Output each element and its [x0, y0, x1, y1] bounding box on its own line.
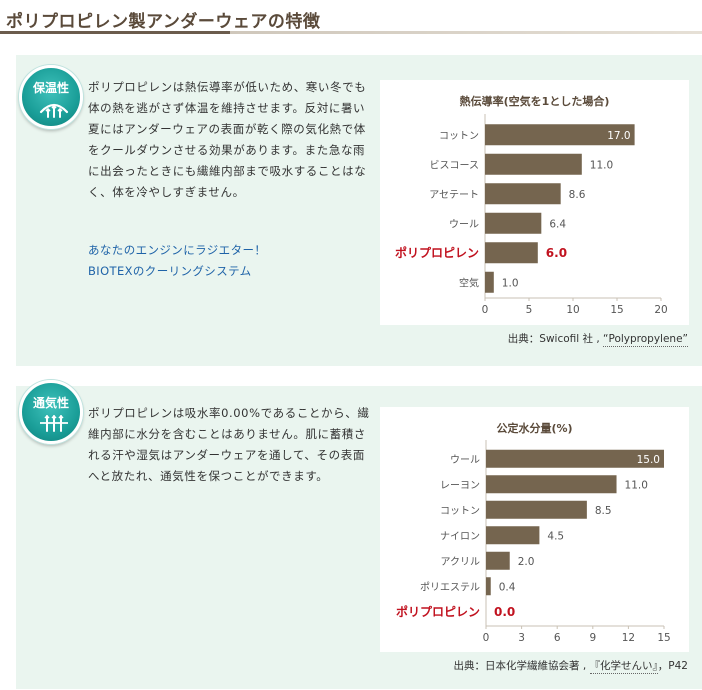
- category-label: ポリプロピレン: [396, 604, 480, 619]
- category-label: ポリプロピレン: [395, 245, 479, 260]
- value-label: 11.0: [590, 159, 613, 171]
- bar: [485, 212, 542, 234]
- category-label: ウール: [449, 218, 479, 230]
- radiator-link[interactable]: あなたのエンジンにラジエター！: [88, 243, 267, 257]
- section-breathability: 通気性 ポリプロピレンは吸水率0.00%であることから、繊維内部に水分を含むこと…: [16, 380, 702, 689]
- x-tick-label: 12: [622, 632, 635, 644]
- value-label: 6.0: [546, 246, 567, 260]
- thermal-conductivity-plot: コットン 17.0 ビスコース 11.0 アセテート 8.6 ウール 6.4 ポリプロピレン 6.…: [395, 114, 668, 316]
- bar: [486, 500, 587, 519]
- badge-label: 保温性: [32, 81, 69, 95]
- bar: [485, 242, 538, 264]
- source-prefix: 出典：日本化学繊維協会著 ,: [453, 660, 590, 672]
- moisture-regain-chart: 公定水分量(%) ウール 15.0 レーヨン 11.0 コットン 8.5 ナイロン 4.5 アク…: [380, 407, 689, 652]
- heat-retention-description: ポリプロピレンは熱伝導率が低いため、寒い冬でも体の熱を逃がさず体温を維持させます…: [88, 80, 367, 199]
- bar: [485, 124, 635, 146]
- value-label: 4.5: [547, 530, 564, 542]
- source-suffix: ，P42: [657, 660, 688, 672]
- value-label: 6.4: [549, 218, 566, 230]
- value-label: 11.0: [625, 479, 648, 491]
- biotex-cooling-link[interactable]: BIOTEXのクーリングシステム: [88, 264, 252, 278]
- category-label: 空気: [459, 276, 479, 289]
- value-label: 15.0: [637, 454, 660, 466]
- moisture-regain-plot: ウール 15.0 レーヨン 11.0 コットン 8.5 ナイロン 4.5 アクリル 2.0 ポリエス…: [396, 440, 671, 644]
- bar: [485, 153, 582, 175]
- source-prefix: 出典：Swicofil 社 ,: [507, 333, 604, 345]
- breathability-description: ポリプロピレンは吸水率0.00%であることから、繊維内部に水分を含むことはありま…: [88, 406, 370, 483]
- radiator-links: あなたのエンジンにラジエター！ BIOTEXのクーリングシステム: [88, 240, 348, 282]
- chart-source: 出典：日本化学繊維協会著 , 『化学せんい』，P42: [453, 658, 688, 674]
- bar: [486, 475, 617, 494]
- category-label: コットン: [440, 506, 480, 517]
- x-tick-label: 15: [657, 632, 670, 644]
- bar: [485, 183, 561, 205]
- value-label: 2.0: [518, 556, 535, 568]
- page-title: ポリプロピレン製アンダーウェアの特徴: [6, 12, 321, 32]
- section-heat-retention: 保温性 ポリプロピレンは熱伝導率が低いため、寒い冬でも体の熱を逃がさず体温を維持…: [16, 55, 702, 366]
- bar: [485, 271, 494, 293]
- x-tick-label: 3: [518, 632, 525, 644]
- value-label: 17.0: [607, 130, 630, 142]
- x-tick-label: 0: [483, 632, 490, 644]
- chart-source: 出典：Swicofil 社 , “Polypropylene”: [507, 331, 688, 347]
- source-publication: 『化学せんい』: [589, 660, 658, 674]
- x-tick-label: 15: [610, 304, 623, 316]
- bar: [486, 449, 664, 468]
- bar: [486, 526, 540, 545]
- badge-label: 通気性: [32, 396, 69, 410]
- category-label: ポリエステル: [420, 581, 480, 593]
- value-label: 0.4: [499, 581, 516, 593]
- source-publication: “Polypropylene”: [603, 333, 688, 347]
- category-label: アセテート: [429, 189, 479, 201]
- x-tick-label: 10: [566, 304, 579, 316]
- chart-title: 熱伝導率(空気を1とした場合): [459, 95, 610, 108]
- title-divider: [0, 31, 702, 34]
- x-tick-label: 6: [554, 632, 561, 644]
- x-tick-label: 20: [654, 304, 667, 316]
- breathability-badge: 通気性: [19, 380, 83, 444]
- chart-title: 公定水分量(%): [496, 422, 573, 435]
- category-label: コットン: [439, 131, 479, 142]
- category-label: レーヨン: [440, 480, 480, 491]
- bar: [486, 551, 510, 570]
- value-label: 0.0: [494, 605, 515, 619]
- category-label: ビスコース: [430, 159, 480, 171]
- value-label: 8.6: [569, 189, 586, 201]
- category-label: ウール: [450, 454, 480, 466]
- value-label: 1.0: [502, 277, 519, 289]
- heat-retention-icon: [39, 103, 69, 118]
- x-tick-label: 9: [589, 632, 596, 644]
- x-tick-label: 5: [526, 304, 533, 316]
- value-label: 8.5: [595, 505, 612, 517]
- category-label: アクリル: [441, 556, 481, 568]
- x-tick-label: 0: [482, 304, 489, 316]
- category-label: ナイロン: [440, 530, 480, 542]
- bar: [486, 577, 491, 596]
- thermal-conductivity-chart: 熱伝導率(空気を1とした場合) コットン 17.0 ビスコース 11.0 アセテート 8.…: [380, 80, 689, 325]
- heat-retention-badge: 保温性: [19, 65, 83, 129]
- breathability-icon: [40, 414, 68, 432]
